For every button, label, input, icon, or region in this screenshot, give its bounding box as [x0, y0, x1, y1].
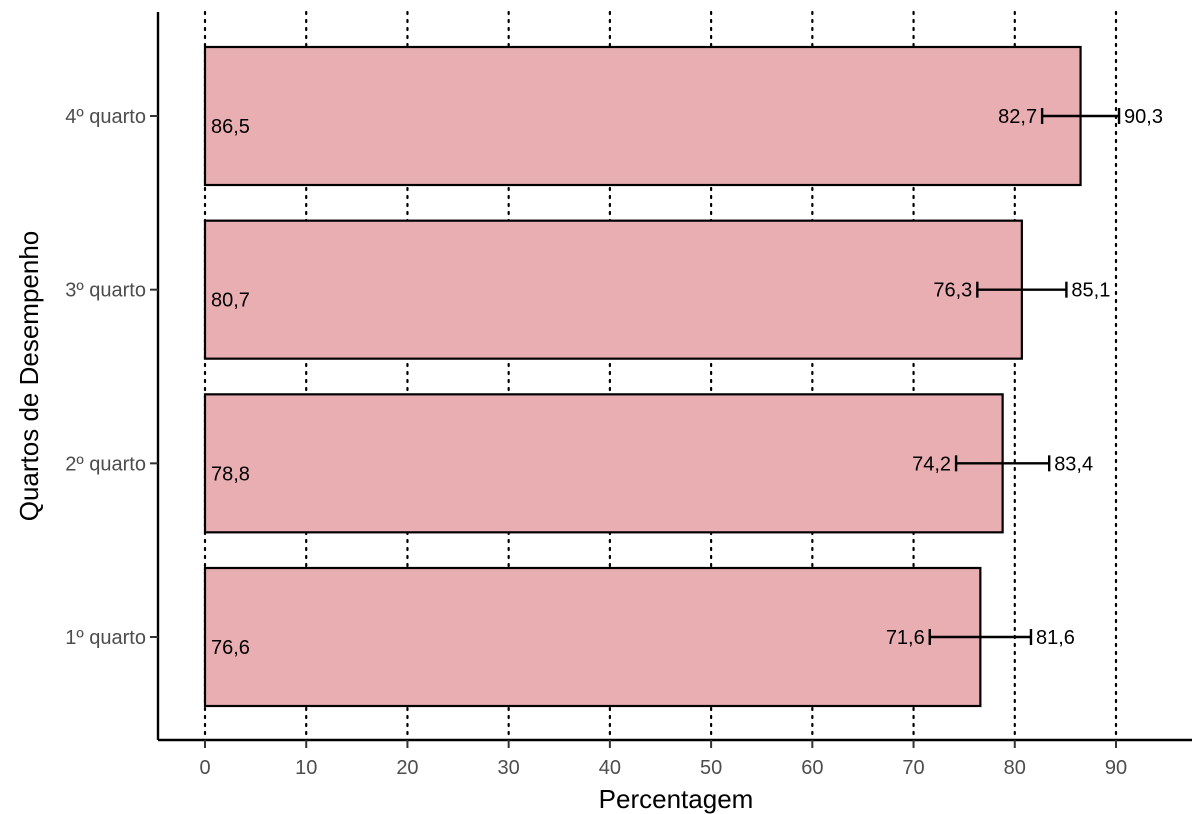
y-axis-title: Quartos de Desempenho: [14, 231, 44, 522]
bar-2: [203, 393, 1004, 534]
x-tick-label-0: 0: [199, 757, 210, 779]
value-label-1: 76,6: [211, 637, 250, 659]
y-tick-label-2: 2º quarto: [65, 453, 146, 475]
value-label-2: 78,8: [211, 463, 250, 485]
plot-frame: [156, 12, 1192, 742]
ci-upper-label-3: 85,1: [1071, 280, 1110, 302]
ci-lower-label-1: 71,6: [886, 627, 925, 649]
y-tick-label-3: 3º quarto: [65, 280, 146, 302]
x-tick-label-70: 70: [902, 757, 924, 779]
axes: 0 10 20 30 40 50 60 70 80 90 1º quarto 2º quarto 3º …: [65, 106, 1127, 779]
ci-upper-label-1: 81,6: [1036, 627, 1075, 649]
bar-4: [203, 45, 1082, 187]
x-tick-label-60: 60: [801, 757, 823, 779]
ci-lower-label-2: 74,2: [912, 453, 951, 475]
bars: [203, 45, 1082, 708]
x-axis-title: Percentagem: [599, 784, 754, 814]
y-tick-label-4: 4º quarto: [65, 106, 146, 128]
value-label-4: 86,5: [211, 116, 250, 138]
x-tick-label-10: 10: [295, 757, 317, 779]
error-bars: [928, 108, 1121, 645]
x-tick-label-40: 40: [599, 757, 621, 779]
ci-upper-label-4: 90,3: [1124, 106, 1163, 128]
ci-lower-label-3: 76,3: [933, 280, 972, 302]
value-label-3: 80,7: [211, 290, 250, 312]
ci-upper-label-2: 83,4: [1054, 453, 1093, 475]
x-tick-label-50: 50: [700, 757, 722, 779]
x-tick-label-20: 20: [396, 757, 418, 779]
x-tick-label-80: 80: [1004, 757, 1026, 779]
y-tick-label-1: 1º quarto: [65, 627, 146, 649]
x-tick-label-90: 90: [1105, 757, 1127, 779]
bar-1: [203, 566, 982, 708]
bar-3: [203, 219, 1023, 360]
x-tick-label-30: 30: [498, 757, 520, 779]
data-labels: 76,6 71,6 81,6 78,8 74,2 83,4 80,7 76,3 85,1 86,5…: [211, 106, 1163, 659]
ci-lower-label-4: 82,7: [998, 106, 1037, 128]
